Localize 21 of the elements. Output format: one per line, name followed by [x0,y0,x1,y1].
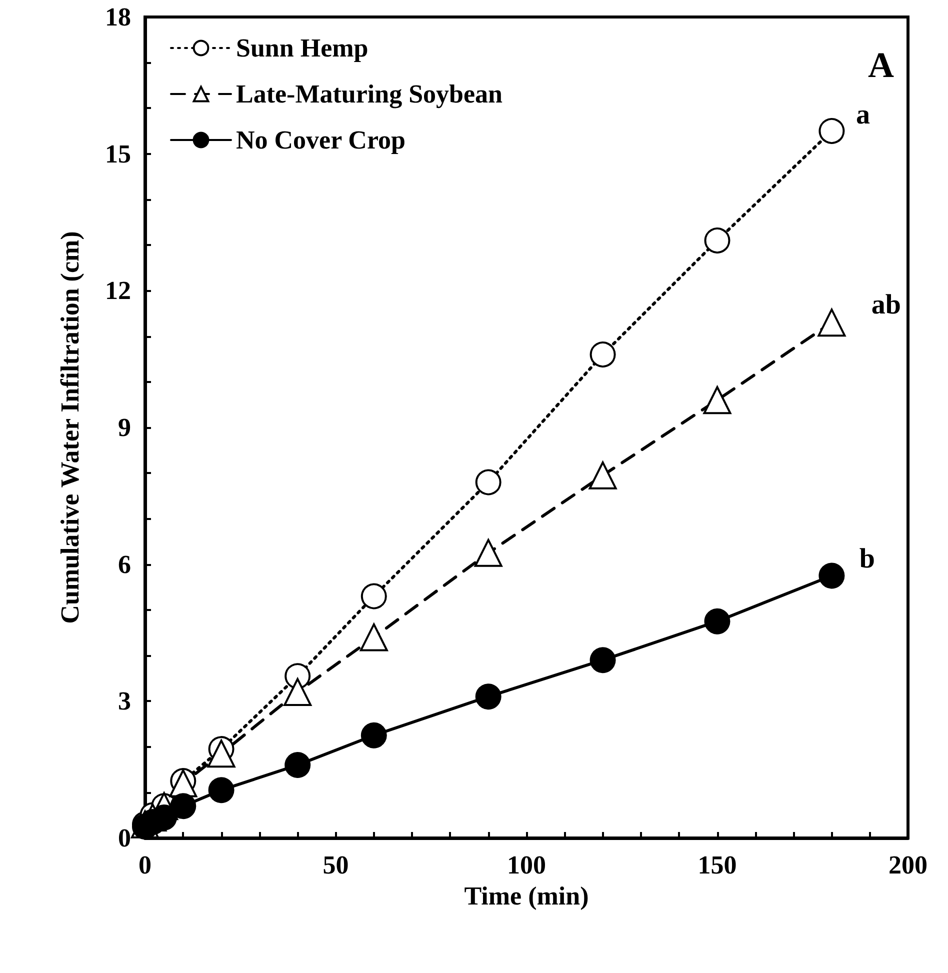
x-axis-title: Time (min) [464,881,589,910]
y-tick-label: 9 [118,413,131,442]
y-tick-label: 18 [105,2,131,32]
x-tick-label: 50 [322,850,349,880]
y-tick-label: 3 [118,686,131,716]
legend-label: Sunn Hemp [236,34,368,62]
x-tick-label: 100 [507,850,546,880]
y-axis-title: Cumulative Water Infiltration (cm) [56,231,84,624]
x-tick-label: 150 [698,850,737,880]
annotation: a [856,100,870,130]
legend-label: Late-Maturing Soybean [236,80,504,108]
y-tick-label: 6 [118,550,131,579]
y-tick-label: 15 [105,139,131,168]
annotation: b [859,544,876,574]
y-tick-label: 0 [118,824,131,852]
annotation: ab [871,290,902,320]
x-tick-label: 200 [888,850,928,880]
annotation: A [868,45,894,85]
x-tick-label: 0 [138,850,152,880]
legend-label: No Cover Crop [236,126,406,154]
y-tick-label: 12 [105,276,131,306]
